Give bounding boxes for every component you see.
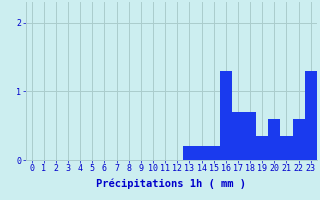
Bar: [305, 71, 317, 160]
Bar: [196, 146, 208, 160]
Bar: [232, 112, 244, 160]
Bar: [244, 112, 256, 160]
Bar: [268, 119, 280, 160]
Bar: [292, 119, 305, 160]
Bar: [208, 146, 220, 160]
Bar: [220, 71, 232, 160]
Bar: [256, 136, 268, 160]
Bar: [280, 136, 292, 160]
Bar: [183, 146, 196, 160]
X-axis label: Précipitations 1h ( mm ): Précipitations 1h ( mm ): [96, 179, 246, 189]
